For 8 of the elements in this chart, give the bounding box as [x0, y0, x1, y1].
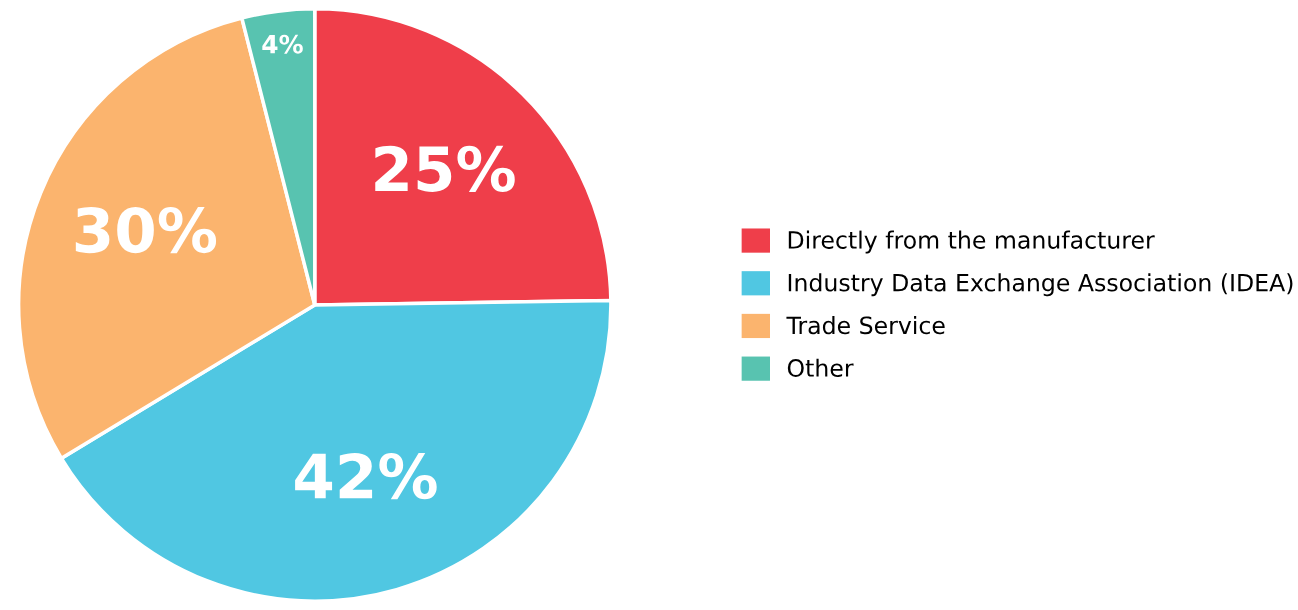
data-label: 42%	[295, 452, 437, 500]
legend-label: Directly from the manufacturer	[788, 230, 1155, 254]
legend-label: Trade Service	[786, 315, 945, 335]
data-label: 4%	[262, 34, 303, 54]
data-label: 30%	[75, 206, 217, 254]
legend-label: Other	[787, 358, 854, 377]
data-label: 25%	[375, 145, 515, 192]
legend-label: Industry Data Exchange Association (IDEA)	[788, 273, 1293, 297]
